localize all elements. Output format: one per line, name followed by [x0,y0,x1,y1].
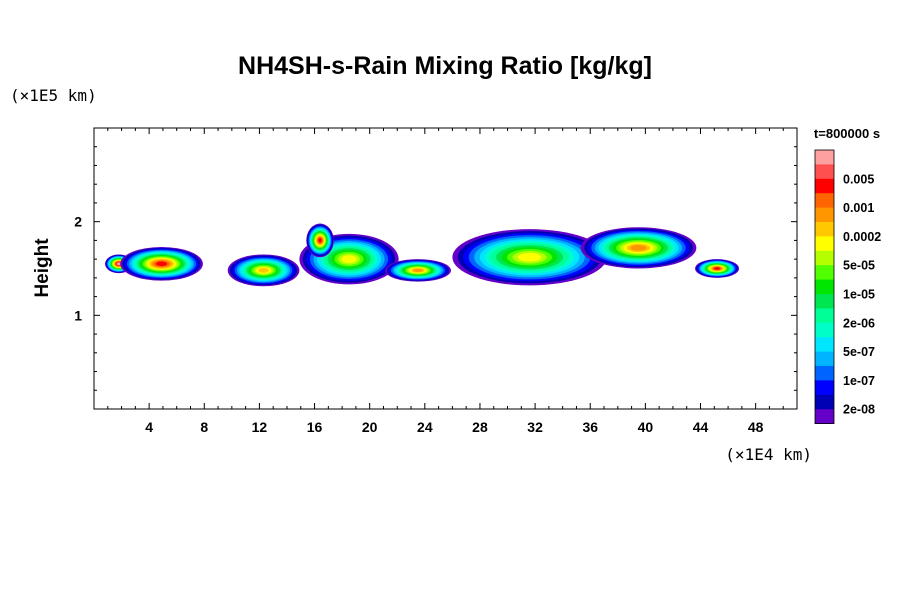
colorbar-swatch [815,294,834,309]
contour-band [258,268,269,273]
contour-band [714,267,721,270]
x-unit-label: (×1E4 km) [725,445,812,464]
colorbar-swatch [815,164,834,180]
contour-band [630,244,647,251]
time-label: t=800000 s [814,126,880,141]
colorbar-swatch [815,236,834,252]
colorbar-swatch [815,207,834,223]
plot-frame [93,127,798,410]
colorbar-label: 2e-06 [843,316,875,330]
y-axis-title: Height [32,238,53,298]
contour-band [318,238,322,243]
colorbar-swatch [815,250,834,266]
x-tick-label: 48 [748,419,764,435]
x-tick-label: 20 [362,419,378,435]
cloud-cell [384,259,452,282]
cloud-cell [306,223,334,258]
cloud-cell [452,229,607,286]
colorbar: 0.005 0.001 0.0002 5e-05 1e-05 2e-06 5e-07 1e-0… [814,149,881,425]
x-tick-label: 4 [145,419,153,435]
colorbar-swatch [815,351,834,367]
x-tick-label: 8 [200,419,208,435]
colorbar-swatch [815,380,834,396]
colorbar-label: 2e-08 [843,403,875,417]
x-tick-label: 24 [417,419,433,435]
contour-band [341,255,357,263]
contour-band [155,261,168,267]
colorbar-swatch [815,279,834,295]
x-axis: 4 8 12 16 20 24 28 32 36 40 44 48 [107,128,784,435]
colorbar-label: 0.001 [843,201,874,215]
cloud-cell [580,227,697,269]
x-tick-label: 32 [527,419,543,435]
chart-title: NH4SH-s-Rain Mixing Ratio [kg/kg] [238,52,652,80]
colorbar-swatch [815,178,834,194]
x-tick-label: 44 [693,419,709,435]
y-unit-label: (×1E5 km) [10,86,97,105]
x-tick-label: 12 [252,419,268,435]
contour-band [117,262,121,266]
cloud-cell [227,254,300,287]
colorbar-swatch [815,265,834,280]
contour-band [517,253,542,262]
colorbar-label: 5e-05 [843,259,875,273]
mixing-ratio-field [105,223,740,287]
colorbar-label: 0.0002 [843,230,881,244]
contour-band [413,268,423,272]
y-axis: 12 [74,146,797,391]
colorbar-label: 1e-07 [843,374,875,388]
colorbar-swatch [815,308,834,324]
colorbar-label: 1e-05 [843,288,875,302]
y-tick-label: 2 [74,214,82,230]
colorbar-swatch [815,409,834,424]
colorbar-swatch [815,394,834,410]
x-tick-label: 40 [638,419,654,435]
colorbar-swatch [815,366,834,381]
colorbar-label: 5e-07 [843,345,875,359]
colorbar-swatch [815,150,834,165]
x-tick-label: 36 [582,419,598,435]
colorbar-swatch [815,322,834,338]
x-tick-label: 28 [472,419,488,435]
colorbar-swatch [815,337,834,352]
colorbar-swatch [815,193,834,208]
colorbar-label: 0.005 [843,172,874,186]
colorbar-frame [814,149,835,425]
x-tick-label: 16 [307,419,323,435]
cloud-cell [120,246,203,281]
colorbar-swatch [815,222,834,237]
cloud-cell [694,259,740,278]
y-tick-label: 1 [74,307,82,323]
